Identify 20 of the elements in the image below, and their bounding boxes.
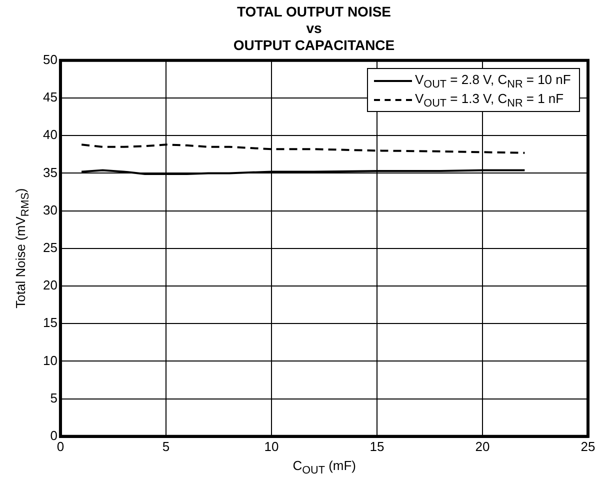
y-tick-label: 30 <box>42 202 58 218</box>
y-tick-label: 40 <box>42 127 58 142</box>
x-tick-label: 5 <box>162 438 170 454</box>
legend-label: V$_{OUT}$ = 1.3 V, C$_{NR}$ = 1 nF <box>415 90 564 110</box>
y-tick-label: 35 <box>42 164 58 180</box>
x-tick-label: 25 <box>580 438 596 454</box>
x-axis-title: C$_{OUT}$ (mF) <box>292 458 356 477</box>
legend-label: V$_{OUT}$ = 2.8 V, C$_{NR}$ = 10 nF <box>415 72 571 90</box>
chart-title: TOTAL OUTPUT NOISE vs OUTPUT CAPACITANCE <box>233 3 395 53</box>
y-tick-label: 45 <box>42 90 58 105</box>
y-tick-label: 0 <box>50 428 58 443</box>
y-tick-label: 25 <box>42 240 58 255</box>
y-tick-label: 15 <box>42 315 58 330</box>
x-tick-label: 20 <box>475 438 490 454</box>
x-tick-label: 15 <box>370 438 384 454</box>
y-tick-label: 50 <box>42 52 58 67</box>
y-tick-label: 20 <box>42 278 58 293</box>
y-tick-label: 10 <box>42 352 58 368</box>
y-tick-label: 5 <box>50 390 58 406</box>
x-tick-label: 10 <box>264 438 279 454</box>
